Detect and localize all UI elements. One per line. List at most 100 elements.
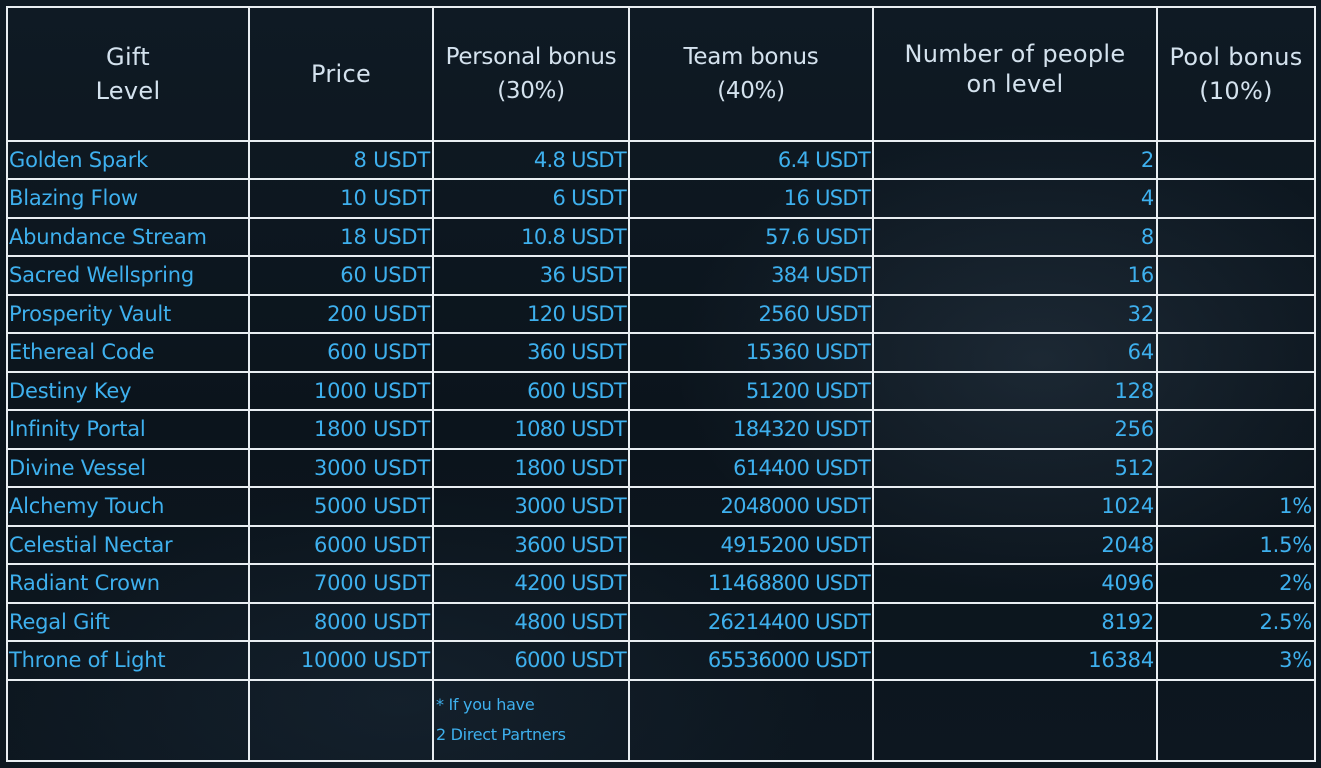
cell-gift-level: Blazing Flow	[6, 178, 250, 219]
footnote-row: * If you have 2 Direct Partners	[6, 678, 1316, 763]
cell-gift-level: Ethereal Code	[6, 332, 250, 373]
footnote-line: 2 Direct Partners	[436, 725, 566, 745]
cell-gift-level: Alchemy Touch	[6, 486, 250, 527]
table-row: Blazing Flow 10 USDT 6 USDT 16 USDT 4	[6, 178, 1316, 219]
cell-personal-bonus: 360 USDT	[432, 332, 630, 373]
cell-team-bonus: 384 USDT	[628, 255, 874, 296]
cell-team-bonus: 65536000 USDT	[628, 640, 874, 681]
cell-price: 10 USDT	[248, 178, 434, 219]
empty-cell	[872, 678, 1158, 763]
cell-personal-bonus: 6000 USDT	[432, 640, 630, 681]
cell-team-bonus: 614400 USDT	[628, 447, 874, 489]
cell-pool-bonus: 1.5%	[1156, 524, 1316, 566]
table-row: Sacred Wellspring 60 USDT 36 USDT 384 USDT 1…	[6, 255, 1316, 296]
table-row: Celestial Nectar 6000 USDT 3600 USDT 491520…	[6, 524, 1316, 566]
cell-price: 18 USDT	[248, 216, 434, 258]
cell-price: 200 USDT	[248, 293, 434, 335]
cell-pool-bonus	[1156, 370, 1316, 412]
cell-team-bonus: 57.6 USDT	[628, 216, 874, 258]
cell-gift-level: Destiny Key	[6, 370, 250, 412]
cell-personal-bonus: 36 USDT	[432, 255, 630, 296]
cell-gift-level: Regal Gift	[6, 601, 250, 643]
cell-pool-bonus	[1156, 293, 1316, 335]
cell-pool-bonus: 1%	[1156, 486, 1316, 527]
cell-gift-level: Infinity Portal	[6, 409, 250, 450]
footnote-line: * If you have	[436, 695, 535, 715]
cell-personal-bonus: 600 USDT	[432, 370, 630, 412]
cell-people-on-level: 2048	[872, 524, 1158, 566]
table-row: Golden Spark 8 USDT 4.8 USDT 6.4 USDT 2	[6, 139, 1316, 181]
cell-price: 1800 USDT	[248, 409, 434, 450]
cell-people-on-level: 256	[872, 409, 1158, 450]
cell-gift-level: Radiant Crown	[6, 563, 250, 604]
cell-pool-bonus	[1156, 216, 1316, 258]
cell-personal-bonus: 120 USDT	[432, 293, 630, 335]
cell-price: 8000 USDT	[248, 601, 434, 643]
cell-people-on-level: 4	[872, 178, 1158, 219]
cell-pool-bonus: 2.5%	[1156, 601, 1316, 643]
cell-personal-bonus: 6 USDT	[432, 178, 630, 219]
cell-gift-level: Abundance Stream	[6, 216, 250, 258]
table-row: Destiny Key 1000 USDT 600 USDT 51200 USDT 12…	[6, 370, 1316, 412]
table-row: Divine Vessel 3000 USDT 1800 USDT 614400 US…	[6, 447, 1316, 489]
cell-price: 600 USDT	[248, 332, 434, 373]
cell-price: 1000 USDT	[248, 370, 434, 412]
cell-price: 5000 USDT	[248, 486, 434, 527]
cell-price: 6000 USDT	[248, 524, 434, 566]
cell-personal-bonus: 10.8 USDT	[432, 216, 630, 258]
cell-personal-bonus: 3600 USDT	[432, 524, 630, 566]
cell-team-bonus: 4915200 USDT	[628, 524, 874, 566]
table-row: Abundance Stream 18 USDT 10.8 USDT 57.6 USD…	[6, 216, 1316, 258]
cell-gift-level: Golden Spark	[6, 139, 250, 181]
cell-people-on-level: 64	[872, 332, 1158, 373]
cell-people-on-level: 1024	[872, 486, 1158, 527]
table-row: Ethereal Code 600 USDT 360 USDT 15360 USDT 6…	[6, 332, 1316, 373]
cell-team-bonus: 16 USDT	[628, 178, 874, 219]
cell-personal-bonus: 4.8 USDT	[432, 139, 630, 181]
cell-personal-bonus: 4800 USDT	[432, 601, 630, 643]
cell-team-bonus: 51200 USDT	[628, 370, 874, 412]
cell-gift-level: Throne of Light	[6, 640, 250, 681]
cell-price: 10000 USDT	[248, 640, 434, 681]
cell-people-on-level: 16	[872, 255, 1158, 296]
cell-price: 8 USDT	[248, 139, 434, 181]
cell-gift-level: Sacred Wellspring	[6, 255, 250, 296]
cell-price: 60 USDT	[248, 255, 434, 296]
table-row: Throne of Light 10000 USDT 6000 USDT 655360…	[6, 640, 1316, 681]
cell-people-on-level: 8	[872, 216, 1158, 258]
cell-people-on-level: 8192	[872, 601, 1158, 643]
empty-cell	[628, 678, 874, 763]
cell-people-on-level: 4096	[872, 563, 1158, 604]
empty-cell	[6, 678, 250, 763]
header-team-bonus: Team bonus (40%)	[628, 6, 874, 142]
cell-personal-bonus: 1800 USDT	[432, 447, 630, 489]
cell-personal-bonus: 4200 USDT	[432, 563, 630, 604]
cell-personal-bonus: 3000 USDT	[432, 486, 630, 527]
table-row: Infinity Portal 1800 USDT 1080 USDT 184320 …	[6, 409, 1316, 450]
header-pool-bonus: Pool bonus (10%)	[1156, 6, 1316, 142]
cell-pool-bonus: 2%	[1156, 563, 1316, 604]
cell-pool-bonus	[1156, 332, 1316, 373]
header-number-of-people: Number of people on level	[872, 6, 1158, 142]
cell-price: 7000 USDT	[248, 563, 434, 604]
header-price: Price	[248, 6, 434, 142]
cell-people-on-level: 128	[872, 370, 1158, 412]
cell-people-on-level: 32	[872, 293, 1158, 335]
table-row: Regal Gift 8000 USDT 4800 USDT 26214400 USD…	[6, 601, 1316, 643]
table-row: Alchemy Touch 5000 USDT 3000 USDT 2048000 U…	[6, 486, 1316, 527]
footnote-cell: * If you have 2 Direct Partners	[432, 678, 630, 763]
table-header-row: Gift Level Price Personal bonus (30%) Te…	[6, 6, 1316, 142]
cell-team-bonus: 2560 USDT	[628, 293, 874, 335]
cell-team-bonus: 26214400 USDT	[628, 601, 874, 643]
cell-pool-bonus: 3%	[1156, 640, 1316, 681]
cell-team-bonus: 184320 USDT	[628, 409, 874, 450]
header-gift-level: Gift Level	[6, 6, 250, 142]
table-row: Radiant Crown 7000 USDT 4200 USDT 11468800 …	[6, 563, 1316, 604]
cell-pool-bonus	[1156, 409, 1316, 450]
empty-cell	[248, 678, 434, 763]
cell-pool-bonus	[1156, 178, 1316, 219]
cell-people-on-level: 512	[872, 447, 1158, 489]
cell-gift-level: Prosperity Vault	[6, 293, 250, 335]
cell-pool-bonus	[1156, 447, 1316, 489]
cell-price: 3000 USDT	[248, 447, 434, 489]
